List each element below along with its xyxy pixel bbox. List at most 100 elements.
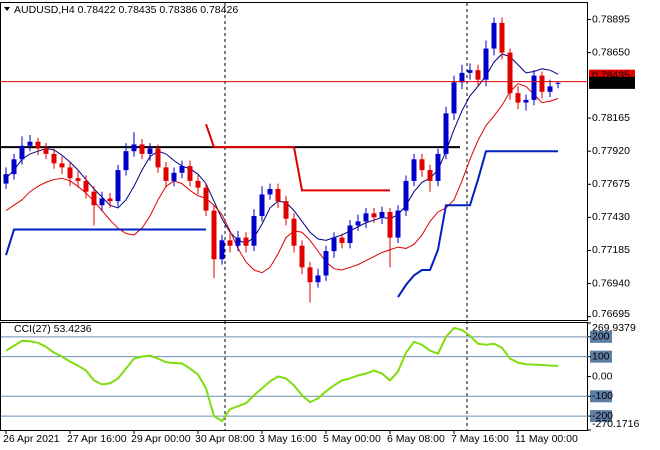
- candle-body: [91, 191, 97, 206]
- candle-body: [379, 211, 385, 218]
- candle-body: [435, 153, 441, 181]
- candle-body: [371, 213, 377, 218]
- cci-line: [5, 326, 559, 423]
- candle-body: [11, 159, 17, 175]
- tick-label-box: [590, 330, 612, 343]
- indicator-line: [5, 53, 559, 244]
- candle-body: [155, 148, 161, 168]
- y-tick-label: 200: [592, 331, 610, 343]
- tick-label-box: [590, 350, 612, 363]
- candle-body: [259, 194, 265, 217]
- candle-body: [483, 48, 489, 80]
- candle-body: [235, 237, 241, 246]
- y-tick-label: 0.77430: [592, 211, 630, 223]
- candle-body: [67, 167, 73, 179]
- candle-body: [59, 163, 65, 168]
- candle-body: [491, 22, 497, 49]
- candle-body: [355, 221, 361, 226]
- panel-title: CCI(27) 53.4236: [14, 323, 92, 335]
- candle-body: [387, 211, 393, 238]
- candle-body: [475, 70, 481, 80]
- candle-body: [75, 178, 81, 181]
- candle-body: [299, 245, 305, 268]
- candle-body: [187, 166, 193, 181]
- x-tick-label: 27 Apr 16:00: [67, 433, 127, 445]
- candle-body: [35, 141, 41, 149]
- candle-body: [315, 275, 321, 283]
- indicator-line: [397, 150, 558, 298]
- candle-body: [507, 52, 513, 94]
- candle-body: [451, 82, 457, 114]
- candle-body: [179, 166, 185, 173]
- candle-body: [267, 189, 273, 195]
- chart-layer: AUDUSD,H4 0.78422 0.78435 0.78386 0.7842…: [1, 4, 639, 445]
- indicator-line: [5, 83, 559, 274]
- candle-body: [323, 251, 329, 276]
- candle-body: [363, 213, 369, 222]
- price-tag: [589, 76, 635, 89]
- x-tick-label: 29 Apr 00:00: [131, 433, 191, 445]
- candle-body: [203, 187, 209, 211]
- candle-body: [539, 75, 545, 92]
- candle-body: [139, 144, 145, 154]
- indicator-line: [5, 228, 206, 256]
- candle-body: [19, 145, 25, 160]
- candle-body: [115, 170, 121, 202]
- candle-body: [339, 237, 345, 244]
- y-tick-label: 0.77920: [592, 145, 630, 157]
- candle-body: [443, 113, 449, 154]
- x-tick-label: 3 May 16:00: [259, 433, 317, 445]
- candle-body: [243, 237, 249, 246]
- candle-body: [171, 172, 177, 181]
- tick-label-box: [590, 410, 612, 423]
- y-tick-label: 0.00: [592, 370, 613, 382]
- y-tick-label: 0.76695: [592, 308, 630, 320]
- candle-body: [123, 151, 129, 171]
- candle-body: [547, 86, 553, 92]
- candle-body: [395, 210, 401, 238]
- candle-body: [459, 72, 465, 83]
- candle-body: [147, 148, 153, 154]
- y-tick-label: 269.9379: [592, 322, 636, 334]
- candle-body: [83, 180, 89, 192]
- candle-body: [419, 159, 425, 171]
- x-tick-label: 5 May 00:00: [323, 433, 381, 445]
- y-tick-label: -200: [592, 410, 613, 422]
- candle-body: [531, 75, 537, 100]
- candle-body: [411, 159, 417, 181]
- panel-title: AUDUSD,H4 0.78422 0.78435 0.78386 0.7842…: [14, 4, 238, 16]
- main-panel-frame: [0, 2, 588, 321]
- candle-body: [403, 180, 409, 211]
- y-tick-label: 0.77675: [592, 178, 630, 190]
- symbol-menu-arrow: [4, 7, 10, 11]
- y-tick-label: 0.78650: [592, 46, 630, 58]
- y-tick-label: 0.78165: [592, 112, 630, 124]
- candle-body: [283, 201, 289, 219]
- y-tick-label: 100: [592, 350, 610, 362]
- candle-body: [331, 237, 337, 252]
- x-tick-label: 7 May 16:00: [451, 433, 509, 445]
- candle-body: [43, 148, 49, 154]
- tick-label-box: [590, 390, 612, 403]
- y-tick-label: 0.77185: [592, 244, 630, 256]
- y-tick-label: 0.78895: [592, 13, 630, 25]
- price-tag-label: 0.78426: [592, 77, 630, 89]
- cci-panel-frame: [0, 322, 588, 431]
- candle-body: [27, 141, 33, 146]
- x-tick-label: 6 May 08:00: [387, 433, 445, 445]
- candle-body: [467, 70, 473, 73]
- candle-body: [307, 267, 313, 283]
- candle-body: [515, 93, 521, 103]
- candle-body: [227, 240, 233, 246]
- candle-body: [427, 170, 433, 181]
- candle-body: [523, 99, 529, 103]
- candle-body: [499, 22, 505, 53]
- candle-body: [163, 167, 169, 181]
- candle-body: [347, 225, 353, 244]
- candle-body: [3, 174, 9, 184]
- y-tick-label: -270.1716: [592, 418, 639, 430]
- x-tick-label: 26 Apr 2021: [3, 433, 60, 445]
- candle-body: [251, 216, 257, 246]
